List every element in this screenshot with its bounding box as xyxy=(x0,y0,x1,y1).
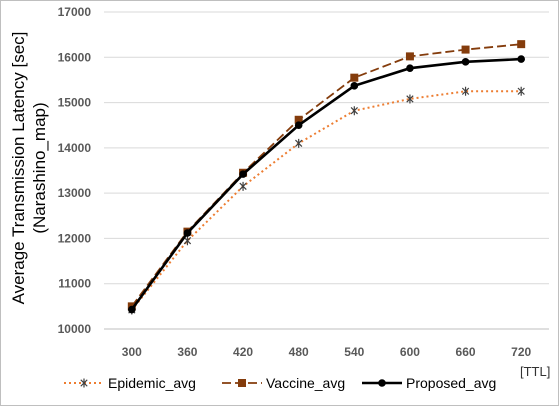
series-vaccine-avg xyxy=(127,40,526,311)
x-tick-label: 480 xyxy=(289,345,309,359)
x-tick-label: 420 xyxy=(233,345,253,359)
data-point-asterisk xyxy=(295,138,303,148)
data-point-square xyxy=(517,40,526,49)
x-tick-labels: 300 360 420 480 540 600 660 720 xyxy=(122,345,532,359)
series-line xyxy=(131,43,522,307)
x-tick-label: 600 xyxy=(400,345,420,359)
series-line xyxy=(130,57,522,311)
data-point-circle xyxy=(378,379,386,387)
data-point-square xyxy=(405,52,414,61)
data-point-circle xyxy=(294,121,303,130)
series-line xyxy=(131,90,522,311)
data-point-circle xyxy=(183,229,192,237)
x-tick-label: 360 xyxy=(177,345,197,359)
legend-entry: Vaccine_avg xyxy=(222,375,345,391)
y-tick-labels: 10000 11000 12000 13000 14000 15000 16000 17000 xyxy=(58,5,92,336)
data-point-circle xyxy=(128,305,136,314)
y-axis-label-map: (Narashino_map) xyxy=(30,102,49,233)
y-tick-label: 16000 xyxy=(58,50,92,64)
x-tick-label: 660 xyxy=(456,345,476,359)
legend-entry: Epidemic_avg xyxy=(64,375,196,391)
series-lines xyxy=(127,40,526,315)
x-tick-label: 300 xyxy=(122,345,142,359)
series-epidemic-avg xyxy=(128,86,525,315)
y-tick-label: 17000 xyxy=(58,5,92,19)
data-point-square xyxy=(238,379,246,387)
y-tick-label: 12000 xyxy=(58,231,92,245)
legend: Epidemic_avg Vaccine_avg Proposed_avg xyxy=(64,375,496,391)
data-point-asterisk xyxy=(406,94,414,104)
x-axis-unit: [TTL] xyxy=(520,364,550,379)
y-tick-label: 15000 xyxy=(58,96,92,110)
data-point-circle xyxy=(461,58,470,66)
x-tick-label: 720 xyxy=(511,345,531,359)
gridlines xyxy=(104,11,549,330)
data-point-asterisk xyxy=(461,86,470,96)
legend-entry: Proposed_avg xyxy=(362,375,496,391)
data-point-asterisk xyxy=(80,378,88,388)
y-tick-label: 14000 xyxy=(58,141,92,155)
data-point-square xyxy=(461,45,470,54)
data-point-asterisk xyxy=(239,181,247,191)
y-tick-label: 10000 xyxy=(58,322,92,336)
legend-label: Proposed_avg xyxy=(406,375,496,391)
data-point-circle xyxy=(517,55,525,63)
data-point-asterisk xyxy=(517,86,525,96)
data-point-circle xyxy=(350,82,359,90)
data-point-square xyxy=(294,115,303,124)
legend-label: Epidemic_avg xyxy=(108,375,196,391)
legend-label: Vaccine_avg xyxy=(266,375,345,391)
y-axis-label: Average Transmission Latency [sec] xyxy=(9,32,28,305)
series-proposed-avg xyxy=(128,55,525,314)
data-point-asterisk xyxy=(350,106,358,116)
data-point-circle xyxy=(239,170,247,178)
data-point-square xyxy=(350,73,359,82)
data-point-asterisk xyxy=(183,236,192,246)
data-point-circle xyxy=(406,64,414,72)
y-tick-label: 11000 xyxy=(58,277,91,291)
x-tick-label: 540 xyxy=(344,345,364,359)
y-tick-label: 13000 xyxy=(58,186,92,200)
